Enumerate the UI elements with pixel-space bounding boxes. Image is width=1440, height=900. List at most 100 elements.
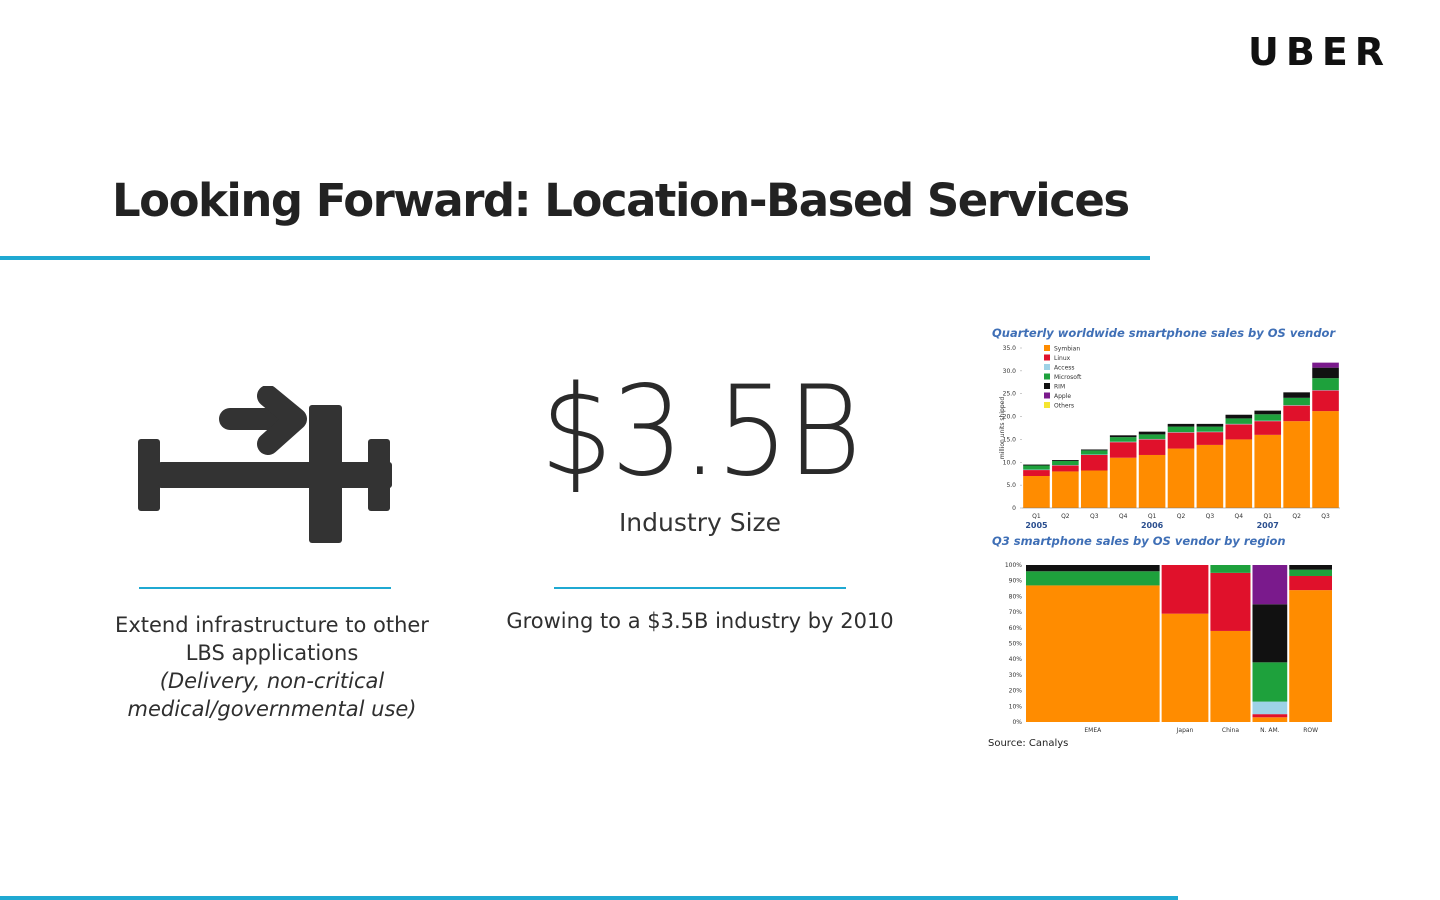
chart2-ytick-label: 50% [1009, 641, 1023, 648]
chart2-bar-segment [1026, 565, 1160, 572]
chart2-bar-segment [1252, 714, 1288, 718]
chart1-bar-segment [1052, 471, 1079, 508]
chart1-ytick-label: 0 [1012, 505, 1016, 512]
slide-title: Looking Forward: Location-Based Services [112, 174, 1130, 227]
chart2-bar-segment [1252, 701, 1288, 715]
chart2-ytick-label: 10% [1009, 703, 1023, 710]
chart1-xtick-label: Q2 [1292, 513, 1301, 520]
chart1-bar-segment [1225, 418, 1253, 424]
chart1-year-label: 2006 [1141, 521, 1164, 530]
chart1-ytick-label: 15.0 [1003, 436, 1017, 443]
chart2-bar-segment [1210, 565, 1251, 573]
chart1-legend-label: Microsoft [1054, 374, 1082, 381]
chart1-legend-label: RIM [1054, 384, 1065, 391]
chart1-xtick-label: Q4 [1235, 513, 1244, 520]
chart1-legend-swatch [1044, 345, 1050, 351]
chart1-bar-segment [1283, 421, 1310, 508]
footer-rule [0, 896, 1178, 900]
chart1-legend-label: Linux [1054, 355, 1071, 362]
uber-logo: UBER [1248, 30, 1392, 74]
industry-size-value: $3.5B [540, 360, 861, 504]
infrastructure-line2: LBS applications [185, 641, 359, 665]
chart2-xtick-label: EMEA [1084, 727, 1102, 734]
chart1-bar-segment [1052, 465, 1079, 472]
chart1-xtick-label: Q2 [1061, 513, 1070, 520]
chart1-bar-segment [1225, 414, 1253, 419]
chart1-bar-segment [1023, 465, 1050, 470]
chart2-ytick-label: 0% [1012, 719, 1022, 726]
chart2-bar-segment [1252, 662, 1288, 702]
chart1-bar-segment [1023, 470, 1050, 476]
chart1-legend-swatch [1044, 392, 1050, 399]
chart1-ytick-label: 20.0 [1003, 414, 1017, 421]
chart1-bar-segment [1312, 411, 1339, 508]
charts-svg: Quarterly worldwide smartphone sales by … [988, 326, 1340, 749]
chart1-legend-swatch [1044, 354, 1050, 361]
infrastructure-note1: (Delivery, non-critical [159, 669, 385, 693]
chart1-ytick-label: 10.0 [1003, 459, 1017, 466]
chart1-bar-segment [1167, 448, 1195, 508]
chart1-bar-segment [1312, 390, 1339, 412]
chart1-legend-label: Symbian [1054, 346, 1080, 353]
chart2-bar-segment [1289, 575, 1332, 591]
chart1-xtick-label: Q1 [1263, 513, 1272, 520]
chart1-ytick-label: 5.0 [1006, 482, 1016, 489]
chart1-xtick-label: Q1 [1148, 513, 1157, 520]
chart1-bar-segment [1109, 457, 1137, 508]
chart1-ylabel: million units shipped [999, 397, 1006, 459]
chart2-ytick-label: 100% [1005, 562, 1022, 569]
chart2-ytick-label: 30% [1009, 672, 1023, 679]
chart1-bar-segment [1080, 470, 1108, 508]
chart2-ytick-label: 60% [1009, 625, 1023, 632]
chart1-bar-segment [1109, 442, 1137, 458]
chart2-bar-segment [1210, 630, 1251, 722]
chart1-bar-segment [1080, 449, 1108, 451]
chart2-bar-segment [1161, 613, 1209, 722]
chart1-legend-label: Access [1054, 365, 1075, 372]
chart1-bar-segment [1196, 426, 1224, 432]
chart1-bar-segment [1283, 397, 1310, 406]
chart1-ytick-label: 30.0 [1003, 368, 1017, 375]
chart1-bar-segment [1109, 435, 1137, 438]
chart1-bar-segment [1109, 437, 1137, 442]
chart2-title: Q3 smartphone sales by OS vendor by regi… [992, 534, 1286, 548]
chart2-bar-segment [1210, 572, 1251, 631]
chart2-bar-segment [1252, 565, 1288, 605]
chart1-bar-segment [1312, 362, 1339, 368]
chart1-bar-segment [1254, 434, 1282, 508]
chart2-ytick-label: 40% [1009, 656, 1023, 663]
chart1-bar-segment [1225, 424, 1253, 440]
infrastructure-line1: Extend infrastructure to other [115, 613, 429, 637]
infrastructure-note2: medical/governmental use) [127, 697, 417, 721]
chart1-bar-segment [1312, 367, 1339, 379]
chart1-bar-segment [1138, 431, 1166, 435]
chart1-bar-segment [1052, 460, 1079, 466]
chart1-legend-label: Others [1054, 403, 1074, 410]
chart1-xtick-label: Q3 [1321, 513, 1330, 520]
chart2-xtick-label: China [1222, 727, 1239, 734]
chart2-bar-segment [1289, 565, 1332, 570]
chart2-xtick-label: ROW [1303, 727, 1318, 734]
road-arrow-icon [136, 385, 394, 546]
chart1-xtick-label: Q4 [1119, 513, 1128, 520]
infrastructure-divider [139, 587, 391, 589]
chart1-bar-segment [1283, 392, 1310, 398]
chart1-title: Quarterly worldwide smartphone sales by … [992, 326, 1336, 340]
chart1-bar-segment [1196, 444, 1224, 508]
chart1-bar-segment [1254, 414, 1282, 421]
chart2-bar-segment [1026, 571, 1160, 586]
chart2-xtick-label: N. AM. [1260, 727, 1280, 734]
industry-description: Growing to a $3.5B industry by 2010 [506, 609, 894, 633]
chart2-bar-segment [1161, 565, 1209, 614]
industry-size-label: Industry Size [618, 508, 782, 537]
chart1-xtick-label: Q3 [1090, 513, 1099, 520]
chart2-ytick-label: 20% [1009, 688, 1023, 695]
chart1-bar-segment [1023, 476, 1050, 508]
industry-divider [554, 587, 846, 589]
chart2-bar-segment [1289, 569, 1332, 576]
chart1-bar-segment [1196, 423, 1224, 427]
chart2-bar-segment [1289, 590, 1332, 722]
chart1-xtick-label: Q1 [1032, 513, 1041, 520]
chart1-bar-segment [1138, 439, 1166, 455]
chart1-bar-segment [1283, 405, 1310, 422]
